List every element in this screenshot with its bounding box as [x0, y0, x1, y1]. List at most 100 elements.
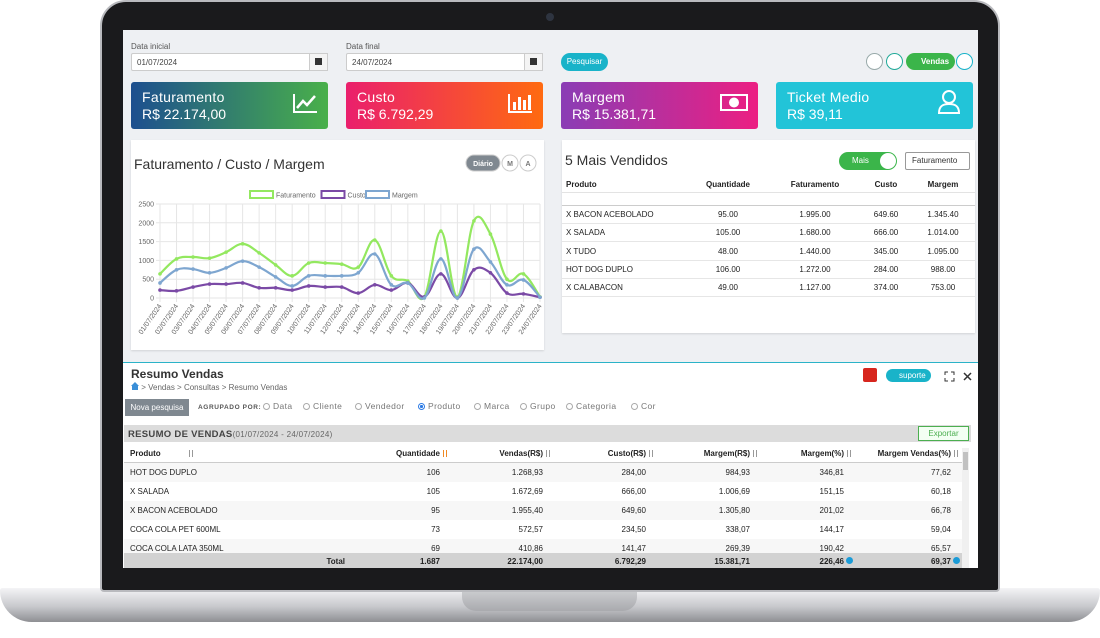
column-header: Quantidade: [395, 449, 440, 458]
date-input[interactable]: 24/07/2024: [346, 53, 543, 71]
breadcrumb-item[interactable]: Vendas: [148, 383, 175, 392]
card: Custo R$ 6.792,29: [346, 82, 543, 129]
card-value: R$ 39,11: [787, 106, 843, 122]
point: [372, 238, 377, 242]
breadcrumb-item[interactable]: Consultas: [183, 383, 220, 392]
info-icon: [846, 557, 853, 564]
radio-option[interactable]: Data: [263, 401, 293, 411]
radio-option[interactable]: Marca: [474, 401, 510, 411]
cell: 95: [431, 506, 440, 515]
cell: 374.00: [873, 283, 899, 293]
period-label: M: [507, 161, 513, 168]
radio-label: Cor: [641, 401, 656, 411]
cell: 345.00: [873, 246, 899, 256]
point: [472, 247, 476, 251]
home-icon: [131, 382, 139, 390]
radio-label: Produto: [428, 401, 461, 411]
calendar-button[interactable]: [309, 53, 328, 71]
chart: Faturamento / Custo / Margem Diário M A 0 50…: [134, 154, 544, 336]
sort-icon[interactable]: [443, 450, 447, 457]
sort-icon[interactable]: [546, 450, 550, 457]
cell: 60,18: [930, 487, 951, 496]
cell: 141,47: [621, 544, 646, 553]
cell: 144,17: [819, 525, 844, 534]
date-value: 24/07/2024: [352, 58, 393, 67]
sort-icon[interactable]: [847, 450, 851, 457]
toggle-label: Mais: [852, 156, 869, 165]
radio-option[interactable]: Produto: [418, 401, 461, 411]
point: [439, 272, 443, 276]
point: [521, 278, 526, 282]
point: [389, 288, 394, 292]
divider: [562, 241, 975, 243]
dropdown-value: Faturamento: [912, 156, 958, 165]
radio: [520, 403, 527, 410]
divider: [562, 192, 975, 193]
point: [356, 265, 361, 269]
cell: X BACON ACEBOLADO: [566, 210, 654, 219]
point: [273, 275, 278, 279]
sales-button[interactable]: Vendas: [906, 53, 955, 70]
calendar-button[interactable]: [524, 53, 543, 71]
period-button[interactable]: [519, 154, 537, 172]
radio-option[interactable]: Grupo: [520, 401, 556, 411]
icon-button[interactable]: [866, 53, 883, 70]
laptop-notch: [462, 592, 637, 611]
period-button[interactable]: [501, 154, 519, 172]
search-button[interactable]: Pesquisar: [561, 53, 608, 71]
cell: X TUDO: [566, 246, 597, 256]
legend-label: Custo: [348, 193, 366, 200]
scroll-thumb: [963, 452, 968, 470]
table-title: RESUMO DE VENDAS(01/07/2024 - 24/07/2024…: [128, 429, 333, 440]
legend-label: Faturamento: [276, 193, 316, 200]
support-button[interactable]: suporte: [886, 369, 931, 382]
cell: 1.680.00: [799, 228, 831, 238]
cell: 95.00: [717, 210, 739, 219]
youtube-icon[interactable]: [863, 368, 877, 382]
point: [439, 257, 443, 261]
sort-dropdown[interactable]: Faturamento: [905, 152, 970, 170]
radio-option[interactable]: Cliente: [303, 401, 342, 411]
icon-button[interactable]: [956, 53, 973, 70]
cell: 1.127.00: [799, 283, 831, 293]
table-title-bar: RESUMO DE VENDAS(01/07/2024 - 24/07/2024…: [124, 425, 971, 442]
radio-option[interactable]: Categoria: [566, 401, 616, 411]
radio: [418, 403, 425, 410]
section-title: Resumo Vendas: [131, 367, 224, 381]
point: [306, 274, 311, 278]
radio-label: Grupo: [530, 401, 556, 411]
sort-icon[interactable]: [189, 450, 193, 457]
sort-icon[interactable]: [954, 450, 958, 457]
card-value: R$ 15.381,71: [572, 106, 657, 122]
icon-button[interactable]: [886, 53, 903, 70]
total-cell: 226,46: [819, 557, 844, 566]
toggle[interactable]: Mais: [839, 152, 897, 170]
column-header: Produto: [130, 449, 161, 458]
period-button[interactable]: [465, 154, 501, 172]
toggle-knob: [880, 153, 896, 169]
radio-option[interactable]: Cor: [631, 401, 656, 411]
cell: 73: [431, 525, 440, 534]
point: [306, 261, 311, 265]
point: [191, 285, 195, 289]
point: [273, 263, 278, 267]
export-button[interactable]: Exportar: [918, 426, 969, 441]
radio-option[interactable]: Vendedor: [355, 401, 405, 411]
cell: 649,60: [621, 506, 646, 515]
point: [207, 282, 212, 286]
column-header: Custo: [874, 180, 898, 189]
cell: 190,42: [819, 544, 844, 553]
group-label: AGRUPADO POR:: [198, 404, 262, 411]
sort-icon[interactable]: [753, 450, 757, 457]
cell: 59,04: [930, 525, 951, 534]
new-search-button[interactable]: Nova pesquisa: [125, 399, 189, 416]
date-input[interactable]: 01/07/2024: [131, 53, 328, 71]
point: [273, 286, 278, 290]
y-tick-label: 0: [150, 296, 154, 303]
total-cell: Total: [326, 557, 345, 566]
label: Data inicial: [131, 42, 171, 51]
column-header: Margem(R$): [703, 449, 750, 458]
sort-icon[interactable]: [649, 450, 653, 457]
point: [488, 260, 493, 264]
point: [521, 292, 526, 296]
